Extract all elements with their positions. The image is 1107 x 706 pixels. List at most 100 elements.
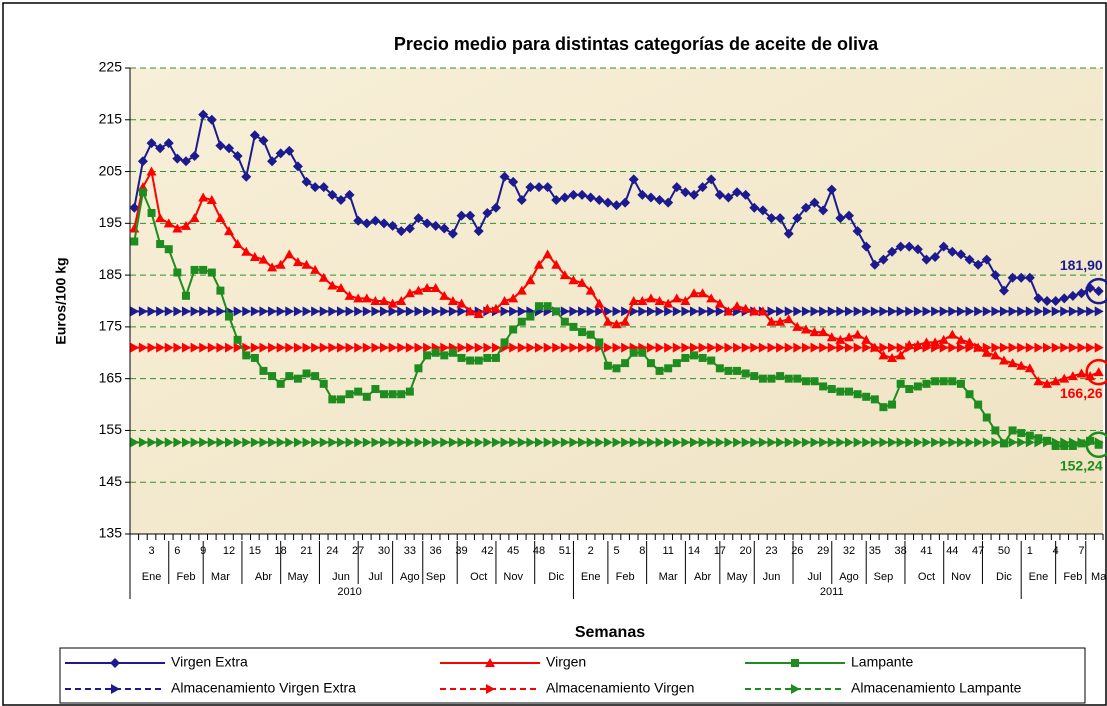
marker [164, 306, 174, 317]
marker [844, 342, 854, 353]
marker [827, 306, 837, 317]
marker [482, 207, 493, 218]
marker [328, 342, 338, 353]
marker [939, 306, 949, 317]
marker [585, 192, 596, 203]
marker [793, 437, 803, 448]
marker [793, 342, 803, 353]
marker [199, 437, 209, 448]
marker [948, 306, 958, 317]
marker [301, 259, 312, 269]
marker [198, 109, 209, 120]
marker [559, 192, 570, 203]
marker [956, 342, 966, 353]
marker [1059, 373, 1070, 383]
marker [198, 192, 209, 202]
marker [672, 437, 682, 448]
marker [681, 437, 691, 448]
marker [1076, 288, 1087, 299]
marker [163, 138, 174, 149]
x-tick-label: 50 [998, 545, 1010, 557]
marker [250, 353, 259, 362]
marker [233, 335, 242, 344]
marker [225, 342, 235, 353]
marker [242, 351, 251, 360]
marker [1017, 342, 1027, 353]
x-tick-label: 15 [249, 545, 261, 557]
x-month-label: Feb [1063, 571, 1082, 583]
x-month-label: Ene [1029, 571, 1049, 583]
marker [526, 342, 536, 353]
marker [457, 437, 467, 448]
marker [861, 334, 872, 344]
x-tick-label: 35 [869, 545, 881, 557]
legend-box [59, 647, 1086, 704]
marker [672, 359, 681, 368]
marker [216, 437, 226, 448]
marker [552, 437, 562, 448]
marker [628, 296, 639, 305]
marker [646, 306, 656, 317]
marker [664, 364, 673, 373]
marker [904, 340, 915, 350]
marker [998, 355, 1009, 365]
marker [784, 306, 794, 317]
marker [311, 437, 321, 448]
x-month-label: Feb [176, 571, 195, 583]
marker [388, 437, 398, 448]
marker [611, 200, 622, 211]
marker [578, 342, 588, 353]
marker [956, 437, 966, 448]
marker [371, 437, 381, 448]
marker [181, 342, 191, 353]
marker [499, 296, 510, 305]
marker [819, 342, 829, 353]
marker [879, 403, 888, 412]
marker [456, 210, 467, 221]
marker [740, 303, 751, 313]
marker [387, 298, 398, 308]
marker [922, 379, 931, 388]
x-month-label: Dic [996, 571, 1012, 583]
marker [535, 437, 545, 448]
x-tick-label: 24 [326, 545, 338, 557]
y-tick-label: 155 [99, 421, 123, 437]
marker [784, 437, 794, 448]
marker [490, 202, 501, 213]
marker [354, 387, 363, 396]
marker [499, 171, 510, 182]
marker [422, 218, 433, 229]
marker [1025, 342, 1035, 353]
marker [603, 361, 612, 370]
end-highlight [1085, 431, 1107, 458]
marker [560, 342, 570, 353]
marker [1076, 368, 1087, 378]
marker [130, 342, 140, 353]
x-tick-label: 7 [1078, 545, 1084, 557]
x-month-label: Mar [211, 571, 230, 583]
marker [397, 437, 407, 448]
marker [439, 223, 450, 234]
marker [361, 293, 372, 303]
marker [776, 437, 786, 448]
marker [638, 437, 648, 448]
marker [819, 437, 829, 448]
data-label: 166,26 [1060, 385, 1103, 401]
x-year-label: 2011 [820, 586, 844, 598]
marker [991, 306, 1001, 317]
marker [577, 189, 588, 200]
x-year-label: 2010 [337, 586, 361, 598]
marker [1068, 306, 1078, 317]
marker [422, 283, 433, 293]
marker [138, 342, 148, 353]
marker [595, 306, 605, 317]
marker [974, 400, 983, 409]
marker [776, 372, 785, 381]
marker [1077, 439, 1086, 448]
marker [732, 301, 743, 311]
marker [758, 374, 767, 383]
marker [621, 342, 631, 353]
marker [707, 306, 717, 317]
marker [896, 379, 905, 388]
x-tick-label: 42 [481, 545, 493, 557]
